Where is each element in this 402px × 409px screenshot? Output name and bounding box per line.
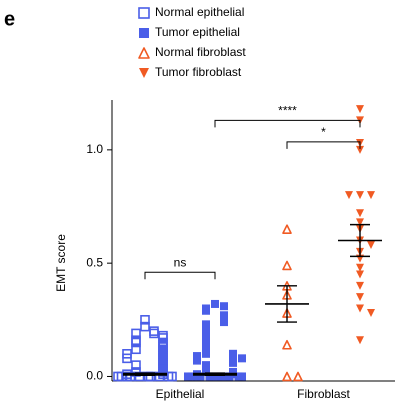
point bbox=[367, 241, 375, 250]
point bbox=[229, 352, 237, 361]
legend-marker bbox=[138, 7, 150, 19]
point bbox=[356, 270, 364, 279]
significance-label: **** bbox=[278, 104, 297, 118]
point bbox=[293, 371, 303, 382]
point bbox=[196, 372, 205, 381]
x-tick-label: Epithelial bbox=[156, 387, 205, 401]
legend-label: Normal fibroblast bbox=[155, 45, 246, 59]
point bbox=[282, 339, 292, 350]
point bbox=[163, 371, 174, 382]
point bbox=[220, 318, 228, 327]
point bbox=[140, 321, 150, 332]
point bbox=[122, 353, 132, 364]
y-tick-label: 0.5 bbox=[86, 255, 103, 269]
point bbox=[140, 315, 150, 325]
significance-bracket bbox=[286, 141, 361, 149]
y-axis-label: EMT score bbox=[54, 234, 68, 292]
point bbox=[356, 191, 364, 200]
point bbox=[282, 371, 292, 382]
significance-bracket bbox=[144, 271, 216, 280]
point bbox=[238, 354, 246, 363]
significance-label: * bbox=[321, 125, 326, 139]
legend-marker bbox=[139, 28, 149, 38]
legend-label: Tumor epithelial bbox=[155, 25, 240, 39]
x-tick-label: Fibroblast bbox=[297, 387, 350, 401]
y-tick-label: 1.0 bbox=[86, 142, 103, 156]
point bbox=[131, 344, 141, 355]
legend-label: Normal epithelial bbox=[155, 5, 244, 19]
point bbox=[356, 281, 364, 290]
point bbox=[356, 263, 364, 272]
point bbox=[207, 372, 216, 381]
point bbox=[149, 326, 159, 336]
point bbox=[229, 358, 237, 367]
point bbox=[223, 372, 232, 381]
point bbox=[234, 372, 243, 381]
point bbox=[367, 309, 375, 318]
point bbox=[220, 311, 228, 320]
point bbox=[187, 372, 196, 381]
point bbox=[202, 306, 210, 315]
panel-label: e bbox=[4, 8, 15, 30]
point bbox=[125, 371, 136, 382]
point bbox=[149, 328, 159, 339]
point bbox=[202, 349, 210, 358]
point bbox=[356, 105, 364, 114]
point bbox=[193, 356, 201, 365]
point bbox=[202, 367, 210, 376]
point bbox=[116, 371, 127, 382]
point bbox=[356, 304, 364, 313]
legend-marker bbox=[138, 47, 150, 59]
point bbox=[367, 191, 375, 200]
point bbox=[356, 293, 364, 302]
point bbox=[154, 371, 165, 382]
point bbox=[131, 337, 141, 348]
point bbox=[282, 224, 292, 234]
legend-label: Tumor fibroblast bbox=[155, 65, 242, 79]
point bbox=[356, 336, 364, 345]
point bbox=[214, 372, 223, 381]
point bbox=[356, 145, 364, 154]
point bbox=[211, 299, 219, 308]
significance-bracket bbox=[214, 119, 361, 128]
point bbox=[131, 328, 141, 339]
significance-label: ns bbox=[174, 255, 187, 269]
point bbox=[131, 360, 141, 370]
y-tick-label: 0.0 bbox=[86, 369, 103, 383]
point bbox=[345, 191, 353, 200]
point bbox=[356, 209, 364, 218]
point bbox=[220, 302, 228, 311]
legend-marker bbox=[139, 68, 149, 78]
point bbox=[356, 218, 364, 227]
point bbox=[282, 260, 292, 271]
